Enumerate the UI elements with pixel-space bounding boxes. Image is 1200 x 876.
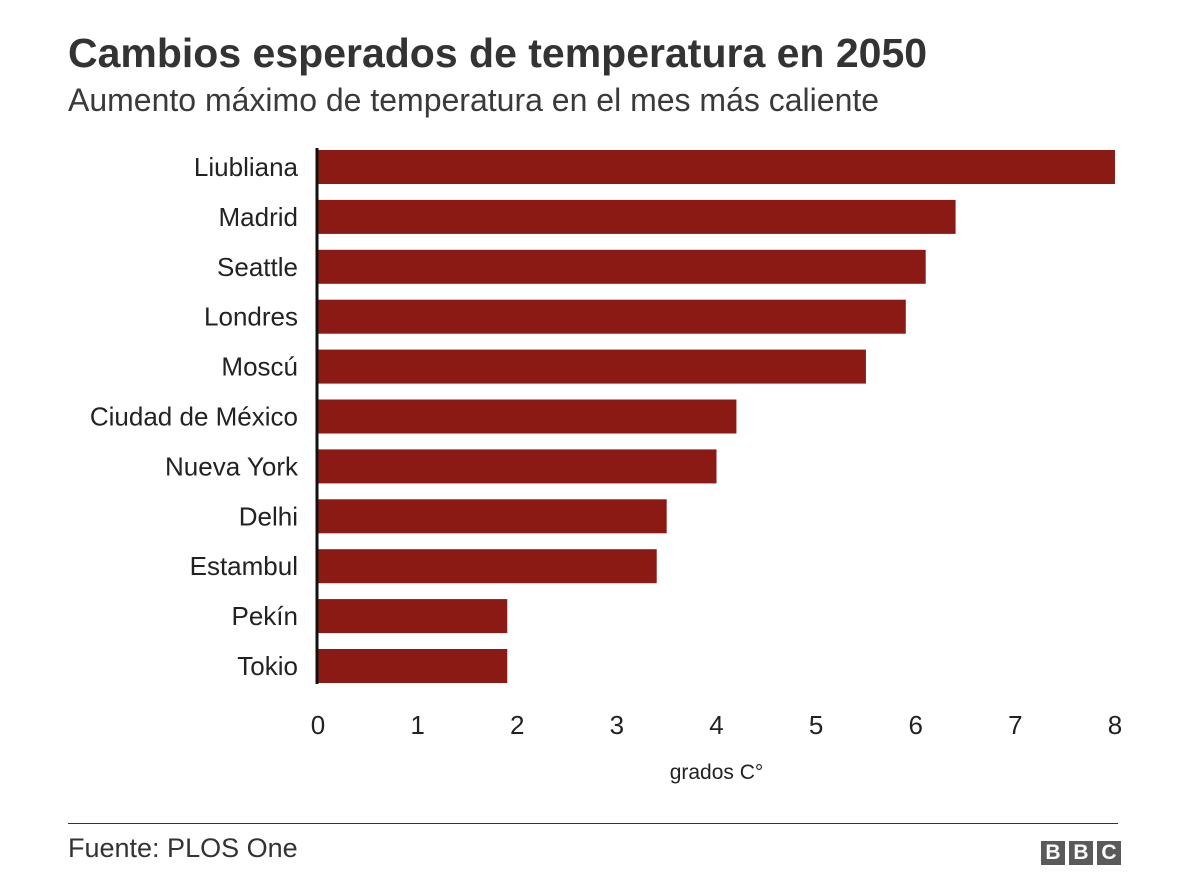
footer-divider	[68, 823, 1118, 824]
bar	[318, 349, 866, 384]
category-label: Delhi	[239, 501, 298, 531]
bar	[318, 499, 667, 534]
logo-letter: B	[1069, 841, 1093, 865]
x-tick-label: 6	[909, 710, 923, 740]
x-tick-label: 4	[709, 710, 723, 740]
bar-chart: Liubliana Madrid Seattle Londres Moscú Ciudad…	[90, 148, 1122, 784]
category-label: Pekín	[232, 601, 299, 631]
chart-title: Cambios esperados de temperatura en 2050	[68, 30, 928, 76]
x-tick-label: 3	[610, 710, 624, 740]
x-tick-label: 0	[311, 710, 325, 740]
bars-group	[318, 150, 1115, 683]
category-label: Nueva York	[165, 451, 299, 481]
source-note: Fuente: PLOS One	[68, 833, 298, 863]
category-label: Madrid	[219, 202, 298, 232]
bar	[318, 299, 906, 334]
category-label: Moscú	[221, 352, 298, 382]
category-labels: Liubliana Madrid Seattle Londres Moscú Ciudad…	[90, 152, 299, 681]
bar	[318, 549, 657, 584]
bbc-logo: B B C	[1041, 841, 1121, 865]
bar	[318, 150, 1115, 184]
bar	[318, 599, 508, 634]
bar	[318, 199, 956, 234]
x-tick-label: 8	[1108, 710, 1122, 740]
logo-letter: C	[1097, 841, 1121, 865]
bar	[318, 449, 717, 484]
bar	[318, 249, 926, 284]
x-tick-labels: 0 1 2 3 4 5 6 7 8	[311, 710, 1122, 740]
chart-subtitle: Aumento máximo de temperatura en el mes …	[68, 82, 880, 118]
category-label: Estambul	[190, 551, 298, 581]
category-label: Liubliana	[194, 152, 299, 182]
x-tick-label: 2	[510, 710, 524, 740]
bar	[318, 399, 737, 434]
logo-letter: B	[1041, 841, 1065, 865]
x-tick-label: 1	[410, 710, 424, 740]
category-label: Tokio	[237, 651, 298, 681]
x-tick-label: 5	[809, 710, 823, 740]
x-tick-label: 7	[1008, 710, 1022, 740]
category-label: Ciudad de México	[90, 402, 298, 432]
category-label: Seattle	[217, 252, 298, 282]
category-label: Londres	[204, 302, 298, 332]
x-axis-label: grados C°	[670, 761, 764, 784]
bar	[318, 649, 508, 683]
